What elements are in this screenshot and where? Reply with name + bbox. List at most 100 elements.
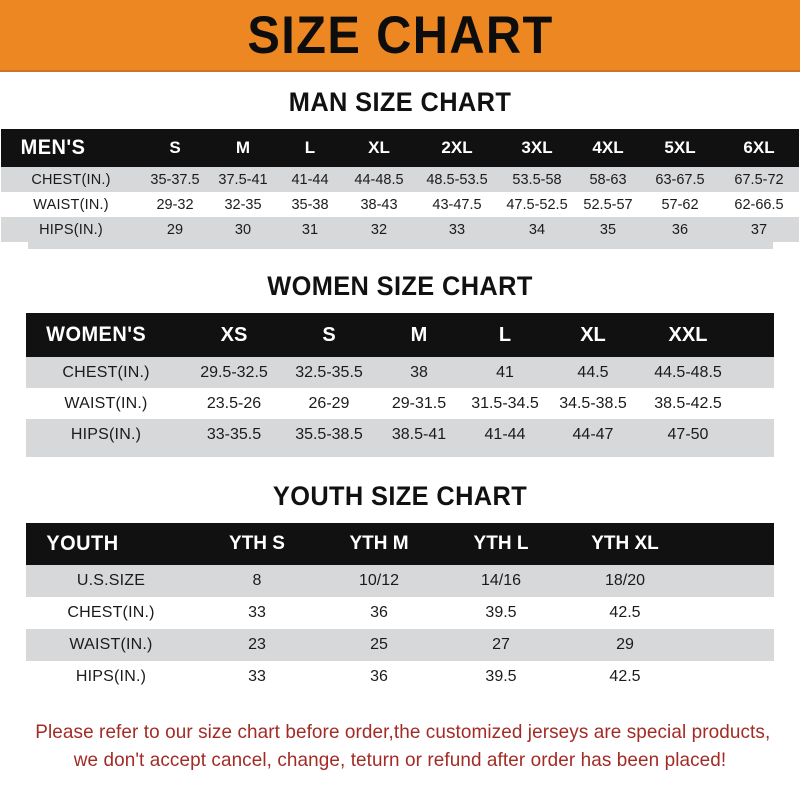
table-header-row: YOUTH YTH S YTH M YTH L YTH XL bbox=[26, 523, 774, 565]
youth-waist-xl: 29 bbox=[616, 636, 634, 653]
man-hips-6xl: 37 bbox=[750, 221, 768, 238]
section-title-women: WOMEN SIZE CHART bbox=[267, 271, 533, 301]
youth-chest-spacer bbox=[688, 597, 774, 629]
man-table-bottom-strip bbox=[27, 242, 773, 249]
women-header-s: S bbox=[322, 323, 336, 346]
youth-hips-xl: 42.5 bbox=[609, 668, 641, 685]
women-chest-m: 38 bbox=[410, 363, 428, 381]
man-row-label-waist: WAIST(IN.) bbox=[33, 196, 109, 213]
man-hips-m: 30 bbox=[234, 221, 252, 238]
man-chest-m: 37.5-41 bbox=[218, 171, 268, 188]
women-header-spacer bbox=[738, 313, 774, 357]
table-row: WAIST(IN.) 29-32 32-35 35-38 38-43 43-47… bbox=[1, 192, 799, 217]
man-hips-xl: 32 bbox=[370, 221, 388, 238]
man-header-3xl: 3XL bbox=[521, 138, 553, 157]
man-header-5xl: 5XL bbox=[664, 138, 696, 157]
man-chest-2xl: 48.5-53.5 bbox=[426, 171, 488, 188]
table-row: CHEST(IN.) 35-37.5 37.5-41 41-44 44-48.5… bbox=[1, 167, 799, 192]
man-hips-l: 31 bbox=[301, 221, 319, 238]
man-waist-2xl: 43-47.5 bbox=[432, 196, 482, 213]
table-header-row: MEN'S S M L XL 2XL 3XL 4XL 5XL 6XL bbox=[1, 129, 799, 167]
man-header-4xl: 4XL bbox=[592, 138, 624, 157]
women-hips-xl: 44-47 bbox=[572, 425, 614, 443]
section-man: MAN SIZE CHART MEN'S S M L XL 2XL 3XL 4X… bbox=[0, 89, 800, 249]
women-table-bottom-strip bbox=[26, 450, 774, 457]
women-hips-xs: 33-35.5 bbox=[206, 425, 262, 443]
women-chest-xs: 29.5-32.5 bbox=[200, 363, 268, 381]
women-hips-m: 38.5-41 bbox=[391, 425, 447, 443]
youth-hips-spacer bbox=[688, 661, 774, 693]
women-chest-l: 41 bbox=[496, 363, 514, 381]
man-waist-4xl: 52.5-57 bbox=[583, 196, 633, 213]
man-chest-xl: 44-48.5 bbox=[354, 171, 404, 188]
women-header-xxl: XXL bbox=[668, 323, 708, 346]
table-row: CHEST(IN.) 29.5-32.5 32.5-35.5 38 41 44.… bbox=[26, 357, 774, 388]
youth-waist-l: 27 bbox=[492, 636, 510, 653]
women-header-xl: XL bbox=[580, 323, 606, 346]
women-waist-l: 31.5-34.5 bbox=[471, 394, 539, 412]
youth-ussize-spacer bbox=[688, 565, 774, 597]
disclaimer-line-2: we don't accept cancel, change, teturn o… bbox=[73, 749, 727, 772]
youth-table-bottom-strip bbox=[26, 693, 774, 700]
women-waist-xs: 23.5-26 bbox=[206, 394, 262, 412]
youth-header-spacer bbox=[688, 523, 774, 565]
women-row-label-waist: WAIST(IN.) bbox=[64, 394, 148, 412]
youth-waist-spacer bbox=[688, 629, 774, 661]
man-header-2xl: 2XL bbox=[441, 138, 473, 157]
youth-hips-m: 36 bbox=[370, 668, 388, 685]
page-title: SIZE CHART bbox=[246, 5, 554, 65]
man-chest-4xl: 58-63 bbox=[589, 171, 627, 188]
youth-ussize-s: 8 bbox=[252, 572, 262, 589]
man-size-table: MEN'S S M L XL 2XL 3XL 4XL 5XL 6XL CHEST… bbox=[1, 129, 799, 242]
youth-header-m: YTH M bbox=[349, 533, 409, 554]
section-youth: YOUTH SIZE CHART YOUTH YTH S YTH M YTH L… bbox=[0, 483, 800, 700]
table-row: HIPS(IN.) 33-35.5 35.5-38.5 38.5-41 41-4… bbox=[26, 419, 774, 450]
table-header-row: WOMEN'S XS S M L XL XXL bbox=[26, 313, 774, 357]
women-row-label-hips: HIPS(IN.) bbox=[70, 425, 142, 443]
man-waist-s: 29-32 bbox=[156, 196, 194, 213]
youth-header-label: YOUTH bbox=[46, 532, 119, 555]
youth-ussize-xl: 18/20 bbox=[604, 572, 646, 589]
women-header-xs: XS bbox=[220, 323, 248, 346]
man-header-s: S bbox=[169, 138, 181, 157]
youth-ussize-m: 10/12 bbox=[358, 572, 400, 589]
man-row-label-chest: CHEST(IN.) bbox=[31, 171, 111, 188]
section-title-youth: YOUTH SIZE CHART bbox=[272, 481, 528, 511]
youth-hips-s: 33 bbox=[248, 668, 266, 685]
man-chest-3xl: 53.5-58 bbox=[512, 171, 562, 188]
man-row-label-hips: HIPS(IN.) bbox=[39, 221, 103, 238]
youth-row-label-waist: WAIST(IN.) bbox=[69, 636, 153, 653]
man-waist-m: 32-35 bbox=[224, 196, 262, 213]
man-waist-3xl: 47.5-52.5 bbox=[506, 196, 568, 213]
man-waist-xl: 38-43 bbox=[360, 196, 398, 213]
man-hips-5xl: 36 bbox=[671, 221, 689, 238]
man-chest-s: 35-37.5 bbox=[150, 171, 200, 188]
youth-chest-l: 39.5 bbox=[485, 604, 517, 621]
man-chest-6xl: 67.5-72 bbox=[734, 171, 784, 188]
youth-chest-m: 36 bbox=[370, 604, 388, 621]
man-hips-s: 29 bbox=[166, 221, 184, 238]
table-row: CHEST(IN.) 33 36 39.5 42.5 bbox=[26, 597, 774, 629]
table-row: U.S.SIZE 8 10/12 14/16 18/20 bbox=[26, 565, 774, 597]
youth-header-l: YTH L bbox=[473, 533, 529, 554]
man-waist-l: 35-38 bbox=[291, 196, 329, 213]
man-hips-4xl: 35 bbox=[599, 221, 617, 238]
table-row: WAIST(IN.) 23 25 27 29 bbox=[26, 629, 774, 661]
youth-ussize-l: 14/16 bbox=[480, 572, 522, 589]
man-header-l: L bbox=[304, 138, 316, 157]
women-waist-m: 29-31.5 bbox=[391, 394, 447, 412]
disclaimer-line-1: Please refer to our size chart before or… bbox=[35, 721, 771, 743]
section-title-man: MAN SIZE CHART bbox=[288, 87, 512, 117]
youth-size-table: YOUTH YTH S YTH M YTH L YTH XL U.S.SIZE … bbox=[26, 523, 774, 693]
women-chest-spacer bbox=[738, 357, 774, 388]
table-row: HIPS(IN.) 33 36 39.5 42.5 bbox=[26, 661, 774, 693]
women-chest-xl: 44.5 bbox=[577, 363, 609, 381]
order-disclaimer-note: Please refer to our size chart before or… bbox=[35, 718, 771, 775]
youth-waist-m: 25 bbox=[370, 636, 388, 653]
women-chest-s: 32.5-35.5 bbox=[295, 363, 363, 381]
page-banner: SIZE CHART bbox=[0, 0, 800, 72]
youth-chest-s: 33 bbox=[248, 604, 266, 621]
man-hips-3xl: 34 bbox=[528, 221, 546, 238]
women-hips-spacer bbox=[738, 419, 774, 450]
